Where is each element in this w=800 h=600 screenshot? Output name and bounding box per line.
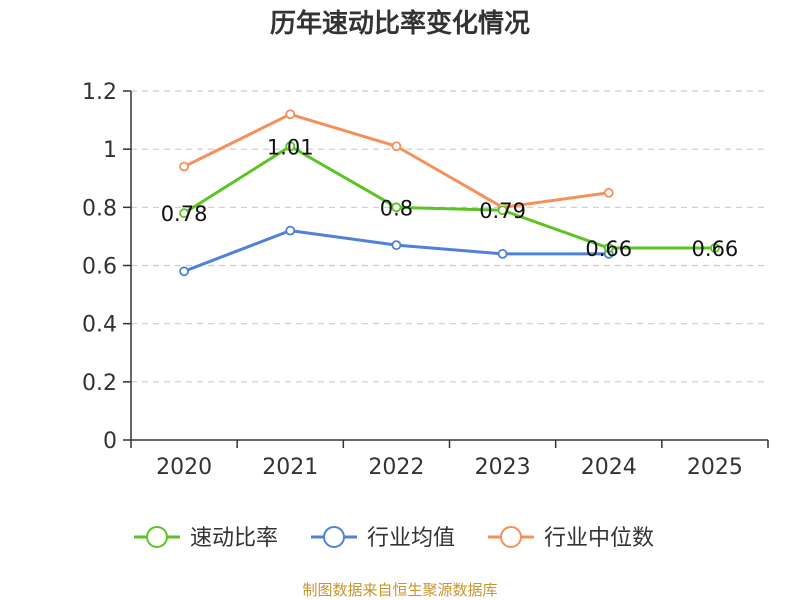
data-point bbox=[285, 225, 296, 236]
data-label: 1.01 bbox=[267, 135, 314, 159]
legend-item: 速动比率 bbox=[134, 526, 278, 551]
data-point bbox=[391, 240, 402, 251]
data-label: 0.66 bbox=[692, 237, 739, 261]
x-tick-label: 2025 bbox=[687, 455, 743, 480]
y-tick-label: 0.4 bbox=[82, 313, 117, 338]
y-tick-label: 0.8 bbox=[82, 196, 117, 221]
data-label: 0.79 bbox=[479, 199, 526, 223]
data-point bbox=[285, 141, 296, 152]
data-label: 0.8 bbox=[380, 196, 413, 220]
legend-item: 行业中位数 bbox=[488, 526, 654, 551]
legend-label: 行业均值 bbox=[367, 526, 455, 551]
series-line bbox=[183, 112, 609, 209]
y-tick-label: 0.2 bbox=[82, 371, 117, 396]
series-line bbox=[183, 144, 715, 250]
data-label: 0.78 bbox=[161, 202, 208, 226]
legend-label: 行业中位数 bbox=[544, 526, 654, 551]
data-point bbox=[179, 266, 189, 277]
axes: 0 0.2 0.4 0.6 0.8 1 1.2 2020 2021 2022 2023 2024 202… bbox=[82, 80, 769, 480]
x-tick-label: 2021 bbox=[262, 455, 318, 480]
data-point bbox=[179, 161, 189, 172]
x-tick-label: 2024 bbox=[581, 455, 637, 480]
data-point bbox=[710, 243, 720, 253]
legend-marker bbox=[146, 526, 168, 548]
y-tick-label: 0.6 bbox=[82, 255, 117, 280]
x-tick-label: 2020 bbox=[156, 455, 212, 480]
data-point bbox=[391, 141, 402, 152]
x-tick-label: 2022 bbox=[368, 455, 424, 480]
legend-item: 行业均值 bbox=[311, 526, 455, 551]
chart-title: 历年速动比率变化情况 bbox=[270, 8, 530, 39]
y-tick-label: 1.2 bbox=[82, 80, 117, 105]
data-point bbox=[603, 243, 614, 253]
grid bbox=[131, 90, 768, 383]
data-point bbox=[285, 109, 296, 120]
data-labels: 0.78 1.01 0.8 0.79 0.66 0.66 bbox=[161, 135, 739, 261]
data-point bbox=[497, 205, 508, 216]
x-tick-label: 2023 bbox=[475, 455, 531, 480]
legend-label: 速动比率 bbox=[190, 526, 278, 551]
source-note: 制图数据来自恒生聚源数据库 bbox=[302, 581, 497, 599]
series bbox=[179, 109, 720, 277]
data-point bbox=[603, 187, 614, 198]
data-point bbox=[497, 248, 508, 259]
legend-marker bbox=[323, 526, 345, 548]
legend: 速动比率 行业均值 行业中位数 bbox=[134, 526, 654, 551]
data-point bbox=[179, 208, 189, 219]
y-tick-label: 0 bbox=[103, 429, 117, 454]
data-point bbox=[391, 202, 402, 213]
data-label: 0.66 bbox=[585, 237, 632, 261]
y-tick-label: 1 bbox=[103, 138, 117, 163]
legend-marker bbox=[500, 526, 522, 548]
